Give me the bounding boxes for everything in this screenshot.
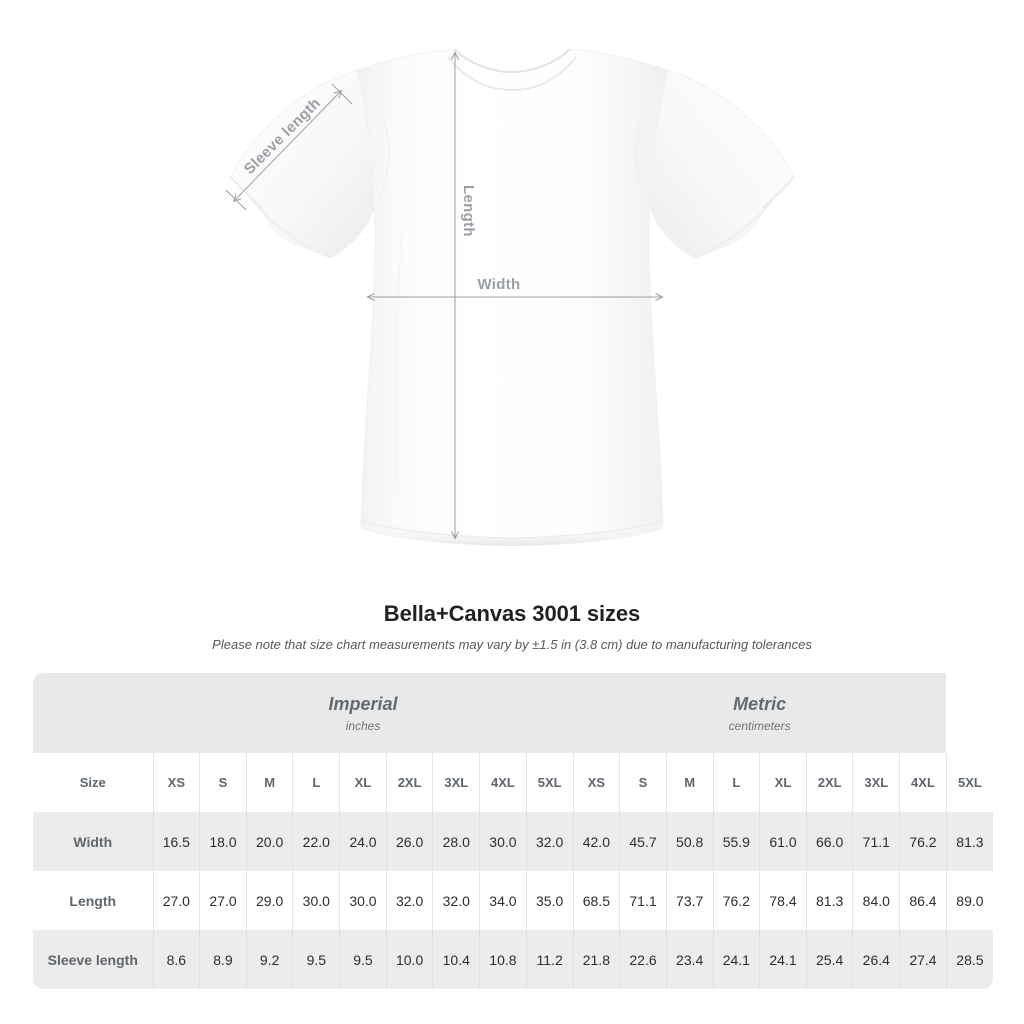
tshirt-graphic	[230, 48, 795, 546]
cell-width-imperial-xl: 24.0	[339, 812, 387, 871]
length-label: Length	[460, 185, 477, 237]
cell-width-metric-m: 50.8	[665, 812, 713, 871]
cell-sleeve-metric-3xl: 26.4	[852, 930, 900, 989]
cell-length-imperial-s: 27.0	[199, 871, 247, 930]
width-label: Width	[477, 276, 520, 293]
size-header-imperial-4xl: 4XL	[479, 753, 527, 812]
cell-sleeve-imperial-2xl: 10.0	[385, 930, 433, 989]
cell-width-metric-3xl: 71.1	[852, 812, 900, 871]
cell-length-imperial-2xl: 32.0	[385, 871, 433, 930]
size-header-imperial-5xl: 5XL	[525, 753, 574, 812]
size-header-metric-m: M	[665, 753, 713, 812]
cell-length-metric-s: 71.1	[619, 871, 667, 930]
unit-banner-imperial: Imperial inches	[153, 673, 574, 753]
cell-width-metric-s: 45.7	[619, 812, 667, 871]
page-title: Bella+Canvas 3001 sizes	[383, 601, 641, 626]
size-chart-table: Imperial inches Metric centimeters Size …	[33, 673, 993, 989]
unit-name-imperial: Imperial	[328, 693, 398, 714]
cell-length-imperial-xs: 27.0	[152, 871, 200, 930]
cell-sleeve-imperial-5xl: 11.2	[525, 930, 574, 989]
cell-sleeve-metric-5xl: 28.5	[945, 930, 993, 989]
cell-width-imperial-2xl: 26.0	[385, 812, 433, 871]
table-row-length: Length 27.0 27.0 29.0 30.0 30.0 32.0 32.…	[33, 871, 993, 930]
row-label-length: Length	[33, 871, 153, 930]
cell-length-metric-4xl: 86.4	[899, 871, 947, 930]
cell-length-metric-xl: 78.4	[759, 871, 807, 930]
unit-banner-metric: Metric centimeters	[573, 673, 947, 753]
cell-sleeve-imperial-xl: 9.5	[339, 930, 387, 989]
size-header-metric-3xl: 3XL	[852, 753, 900, 812]
cell-length-imperial-l: 30.0	[292, 871, 340, 930]
cell-sleeve-metric-2xl: 25.4	[805, 930, 853, 989]
size-header-imperial-xs: XS	[152, 753, 200, 812]
tshirt-illustration: Sleeve length Length Width	[225, 48, 795, 546]
cell-width-imperial-4xl: 30.0	[479, 812, 527, 871]
cell-width-metric-5xl: 81.3	[945, 812, 993, 871]
cell-sleeve-metric-4xl: 27.4	[899, 930, 947, 989]
cell-sleeve-metric-l: 24.1	[712, 930, 760, 989]
cell-width-metric-l: 55.9	[712, 812, 760, 871]
row-label-width: Width	[33, 812, 153, 871]
size-header-metric-4xl: 4XL	[899, 753, 947, 812]
cell-sleeve-imperial-l: 9.5	[292, 930, 340, 989]
size-header-row: Size XS S M L XL 2XL 3XL 4XL 5XL XS S M …	[33, 753, 993, 812]
unit-sub-metric: centimeters	[728, 718, 791, 733]
cell-width-metric-4xl: 76.2	[899, 812, 947, 871]
size-header-imperial-m: M	[245, 753, 293, 812]
cell-length-metric-l: 76.2	[712, 871, 760, 930]
cell-sleeve-metric-xl: 24.1	[759, 930, 807, 989]
table-row-sleeve-length: Sleeve length 8.6 8.9 9.2 9.5 9.5 10.0 1…	[33, 930, 993, 989]
cell-width-metric-xl: 61.0	[759, 812, 807, 871]
cell-width-imperial-3xl: 28.0	[432, 812, 480, 871]
cell-sleeve-metric-xs: 21.8	[572, 930, 620, 989]
cell-length-imperial-4xl: 34.0	[479, 871, 527, 930]
unit-name-metric: Metric	[733, 693, 787, 714]
title-block: Bella+Canvas 3001 sizes Please note that…	[0, 600, 1024, 653]
unit-banner-spacer	[33, 673, 153, 753]
size-header-metric-5xl: 5XL	[945, 753, 993, 812]
cell-width-metric-2xl: 66.0	[805, 812, 853, 871]
cell-sleeve-metric-s: 22.6	[619, 930, 667, 989]
cell-sleeve-imperial-m: 9.2	[245, 930, 293, 989]
cell-length-metric-2xl: 81.3	[805, 871, 853, 930]
size-header-imperial-l: L	[292, 753, 340, 812]
cell-sleeve-imperial-3xl: 10.4	[432, 930, 480, 989]
cell-length-metric-5xl: 89.0	[945, 871, 993, 930]
cell-sleeve-imperial-xs: 8.6	[152, 930, 200, 989]
row-label-sleeve-length: Sleeve length	[33, 930, 153, 989]
table-row-width: Width 16.5 18.0 20.0 22.0 24.0 26.0 28.0…	[33, 812, 993, 871]
cell-length-metric-m: 73.7	[665, 871, 713, 930]
size-header-label: Size	[33, 753, 153, 812]
size-header-metric-xs: XS	[572, 753, 620, 812]
size-header-imperial-2xl: 2XL	[385, 753, 433, 812]
cell-length-imperial-m: 29.0	[245, 871, 293, 930]
size-header-metric-l: L	[712, 753, 760, 812]
cell-width-metric-xs: 42.0	[572, 812, 620, 871]
cell-length-imperial-5xl: 35.0	[525, 871, 574, 930]
cell-width-imperial-m: 20.0	[245, 812, 293, 871]
cell-width-imperial-xs: 16.5	[152, 812, 200, 871]
cell-length-metric-3xl: 84.0	[852, 871, 900, 930]
size-header-metric-s: S	[619, 753, 667, 812]
cell-width-imperial-l: 22.0	[292, 812, 340, 871]
size-header-metric-xl: XL	[759, 753, 807, 812]
size-header-metric-2xl: 2XL	[805, 753, 853, 812]
cell-length-imperial-xl: 30.0	[339, 871, 387, 930]
cell-sleeve-imperial-4xl: 10.8	[479, 930, 527, 989]
cell-sleeve-metric-m: 23.4	[665, 930, 713, 989]
unit-banner-row: Imperial inches Metric centimeters	[33, 673, 993, 753]
cell-length-imperial-3xl: 32.0	[432, 871, 480, 930]
size-chart-table-container: Imperial inches Metric centimeters Size …	[33, 673, 993, 989]
cell-sleeve-imperial-s: 8.9	[199, 930, 247, 989]
size-header-imperial-3xl: 3XL	[432, 753, 480, 812]
measurement-disclaimer: Please note that size chart measurements…	[212, 637, 812, 652]
cell-width-imperial-s: 18.0	[199, 812, 247, 871]
cell-length-metric-xs: 68.5	[572, 871, 620, 930]
cell-width-imperial-5xl: 32.0	[525, 812, 574, 871]
size-header-imperial-s: S	[199, 753, 247, 812]
size-header-imperial-xl: XL	[339, 753, 387, 812]
width-annotation: Width	[368, 276, 662, 297]
unit-sub-imperial: inches	[345, 718, 381, 733]
